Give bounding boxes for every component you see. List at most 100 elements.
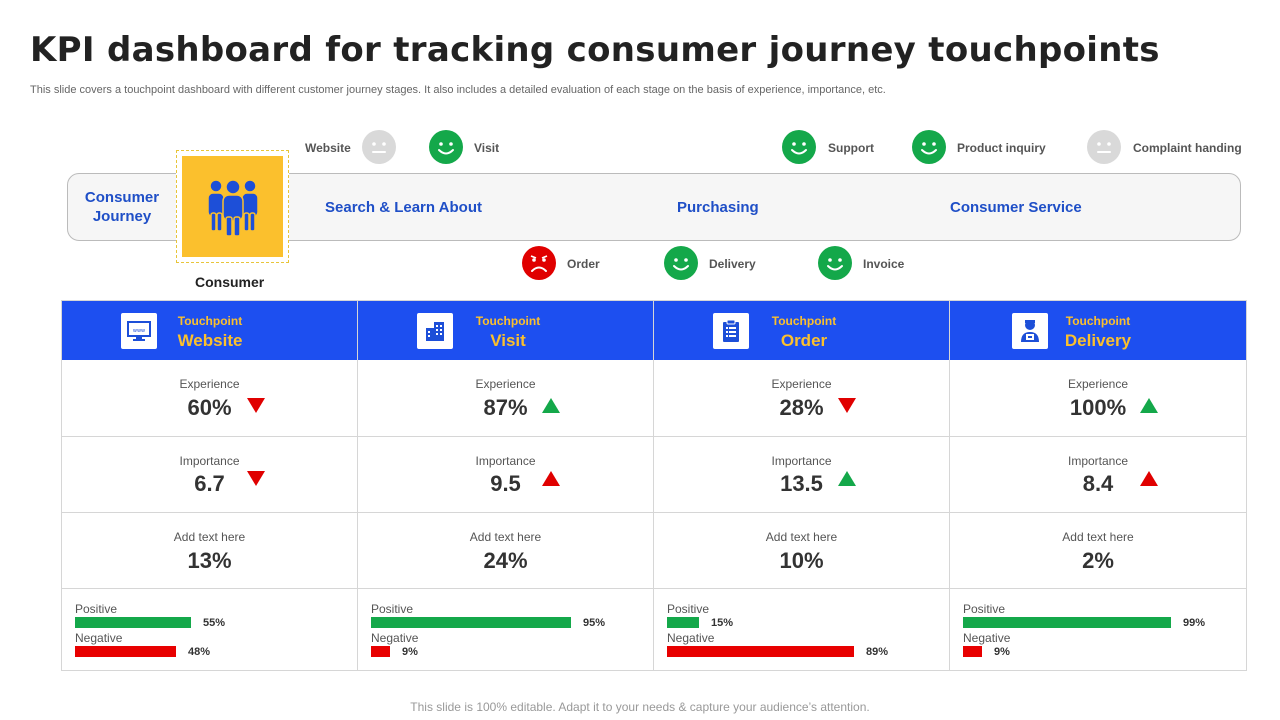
negative-percent: 9% (994, 646, 1010, 658)
extra-label: Add text here (765, 530, 838, 544)
face-icon (429, 130, 463, 164)
negative-percent: 89% (866, 646, 889, 658)
importance-trend-icon (1140, 471, 1158, 486)
row-divider (654, 588, 949, 589)
extra-label: Add text here (173, 530, 246, 544)
stage-purchasing: Purchasing (677, 199, 759, 216)
importance-label: Importance (1067, 454, 1129, 468)
journey-title: Consumer Journey (84, 189, 160, 225)
page-title: KPI dashboard for tracking consumer jour… (30, 30, 1160, 70)
positive-percent: 99% (1183, 617, 1206, 629)
page-subtitle: This slide covers a touchpoint dashboard… (30, 84, 886, 96)
row-divider (654, 436, 949, 437)
touchpoint-column-order: Touchpoint Order Experience 28% Importance 13… (654, 301, 950, 670)
negative-percent: 48% (188, 646, 211, 658)
experience-value: 28% (779, 395, 824, 420)
experience-label: Experience (771, 377, 832, 391)
importance-label: Importance (475, 454, 536, 468)
people-group-icon (206, 178, 259, 237)
clipboard-icon (713, 313, 749, 349)
positive-percent: 15% (711, 617, 734, 629)
experience-trend-icon (542, 398, 560, 413)
face-icon (664, 246, 698, 280)
monitor-icon: www (121, 313, 157, 349)
importance-value: 13.5 (780, 471, 823, 496)
experience-value: 87% (483, 395, 528, 420)
positive-label: Positive (667, 602, 710, 616)
negative-bar (963, 646, 982, 657)
positive-bar (963, 617, 1171, 628)
experience-trend-icon (1140, 398, 1158, 413)
row-divider (950, 512, 1246, 513)
positive-percent: 95% (583, 617, 606, 629)
touchpoint-column-website: www Touchpoint Website Experience 60% Importa… (62, 301, 358, 670)
negative-bar (667, 646, 854, 657)
touchpoint-caption: Touchpoint (771, 314, 837, 328)
face-label: Website (305, 141, 351, 155)
face-label: Delivery (709, 257, 756, 271)
experience-label: Experience (475, 377, 536, 391)
positive-label: Positive (75, 602, 118, 616)
face-icon (362, 130, 396, 164)
experience-trend-icon (838, 398, 856, 413)
row-divider (62, 436, 357, 437)
touchpoint-header: Touchpoint Delivery (950, 301, 1246, 360)
row-divider (950, 436, 1246, 437)
negative-bar (75, 646, 176, 657)
row-divider (358, 512, 653, 513)
positive-bar (667, 617, 699, 628)
touchpoint-caption: Touchpoint (475, 314, 541, 328)
negative-bar (371, 646, 390, 657)
row-divider (654, 512, 949, 513)
positive-bar (75, 617, 191, 628)
row-divider (358, 588, 653, 589)
negative-label: Negative (75, 631, 123, 645)
touchpoint-table: www Touchpoint Website Experience 60% Importa… (61, 300, 1247, 671)
consumer-box (176, 150, 289, 263)
touchpoint-caption: Touchpoint (1065, 314, 1131, 328)
building-icon (417, 313, 453, 349)
stage-consumer-service: Consumer Service (950, 199, 1082, 216)
face-icon (818, 246, 852, 280)
face-label: Complaint handing (1133, 141, 1242, 155)
touchpoint-name: Delivery (1064, 331, 1132, 350)
extra-value: 24% (483, 548, 528, 573)
face-icon (912, 130, 946, 164)
importance-label: Importance (179, 454, 240, 468)
importance-label: Importance (771, 454, 832, 468)
row-divider (950, 588, 1246, 589)
importance-trend-icon (247, 471, 265, 486)
face-label: Invoice (863, 257, 905, 271)
touchpoint-header: www Touchpoint Website (62, 301, 357, 360)
touchpoint-name: Visit (490, 331, 526, 350)
experience-value: 60% (187, 395, 232, 420)
row-divider (62, 588, 357, 589)
extra-value: 2% (1082, 548, 1114, 573)
positive-label: Positive (963, 602, 1006, 616)
face-label: Order (567, 257, 600, 271)
touchpoint-header: Touchpoint Visit (358, 301, 653, 360)
negative-label: Negative (371, 631, 419, 645)
stage-search-learn: Search & Learn About (325, 199, 482, 216)
face-icon (782, 130, 816, 164)
footer-note: This slide is 100% editable. Adapt it to… (410, 700, 870, 714)
face-label: Visit (474, 141, 500, 155)
svg-text:www: www (133, 328, 145, 334)
row-divider (62, 512, 357, 513)
touchpoint-column-visit: Touchpoint Visit Experience 87% Importance 9.… (358, 301, 654, 670)
importance-trend-icon (542, 471, 560, 486)
experience-label: Experience (1067, 377, 1129, 391)
extra-label: Add text here (469, 530, 542, 544)
positive-label: Positive (371, 602, 414, 616)
extra-value: 13% (187, 548, 232, 573)
importance-trend-icon (838, 471, 856, 486)
touchpoint-header: Touchpoint Order (654, 301, 949, 360)
positive-percent: 55% (203, 617, 226, 629)
touchpoint-caption: Touchpoint (177, 314, 243, 328)
row-divider (358, 436, 653, 437)
importance-value: 8.4 (1082, 471, 1114, 496)
delivery-person-icon (1012, 313, 1048, 349)
importance-value: 9.5 (490, 471, 521, 496)
experience-label: Experience (179, 377, 240, 391)
face-icon (522, 246, 556, 280)
